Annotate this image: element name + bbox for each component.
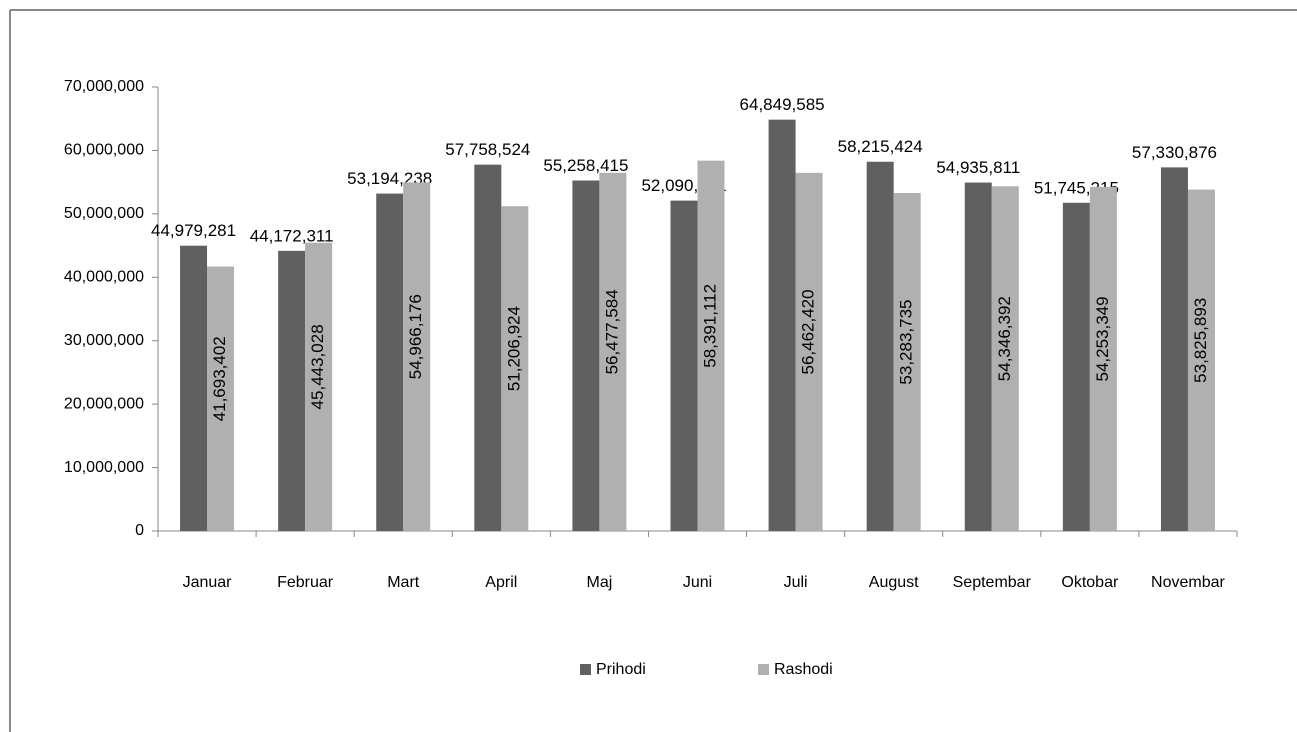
- y-tick-label: 70,000,000: [64, 78, 144, 95]
- y-tick-label: 0: [135, 522, 144, 539]
- y-tick-label: 10,000,000: [64, 459, 144, 476]
- y-tick-label: 40,000,000: [64, 269, 144, 286]
- bar: [180, 245, 208, 531]
- data-label: 57,758,524: [445, 140, 530, 159]
- legend-swatch: [758, 664, 769, 675]
- x-tick-label: August: [869, 574, 919, 591]
- data-label: 64,849,585: [740, 95, 825, 114]
- data-label: 44,172,311: [250, 226, 334, 245]
- bar: [376, 193, 404, 531]
- x-tick-label: Oktobar: [1061, 574, 1119, 591]
- y-tick-label: 20,000,000: [64, 395, 144, 412]
- x-tick-label: Mart: [387, 574, 420, 591]
- data-label: 54,346,392: [995, 296, 1014, 381]
- data-label: 41,693,402: [210, 336, 229, 421]
- data-label: 54,935,811: [936, 158, 1020, 177]
- bar: [1089, 186, 1117, 531]
- data-label: 58,215,424: [838, 137, 923, 156]
- data-label: 54,966,176: [406, 294, 425, 379]
- data-label: 55,258,415: [543, 156, 628, 175]
- x-tick-label: Septembar: [953, 574, 1032, 591]
- data-label: 45,443,028: [308, 324, 327, 409]
- bar: [893, 193, 921, 532]
- bar: [1160, 167, 1188, 531]
- x-tick-label: Novembar: [1151, 574, 1225, 591]
- bar: [670, 200, 698, 531]
- y-tick-label: 30,000,000: [64, 332, 144, 349]
- legend-label: Prihodi: [596, 661, 646, 678]
- bar: [795, 172, 823, 531]
- bar: [991, 186, 1019, 531]
- x-tick-label: April: [485, 574, 517, 591]
- x-tick-label: Februar: [277, 574, 334, 591]
- legend-swatch: [580, 664, 591, 675]
- x-tick-label: Januar: [183, 574, 233, 591]
- data-label: 58,391,112: [700, 284, 719, 368]
- bar: [1062, 202, 1090, 532]
- data-label: 51,206,924: [504, 306, 523, 391]
- bar: [501, 206, 529, 532]
- bar: [572, 180, 600, 531]
- data-label: 57,330,876: [1132, 143, 1217, 162]
- legend-label: Rashodi: [774, 661, 833, 678]
- bar: [1187, 189, 1215, 531]
- bar: [599, 172, 627, 531]
- data-label: 56,477,584: [602, 289, 621, 374]
- data-label: 54,253,349: [1093, 296, 1112, 381]
- y-tick-label: 50,000,000: [64, 205, 144, 222]
- bar: [278, 250, 306, 531]
- y-tick-label: 60,000,000: [64, 142, 144, 159]
- data-label: 53,283,735: [897, 299, 916, 384]
- data-label: 53,825,893: [1191, 298, 1210, 383]
- bar: [964, 182, 992, 532]
- bar: [207, 266, 235, 531]
- data-label: 56,462,420: [799, 289, 818, 374]
- x-tick-label: Maj: [587, 574, 613, 591]
- bar: [697, 160, 725, 531]
- x-tick-label: Juli: [784, 574, 808, 591]
- bar: [403, 182, 431, 531]
- bar: [474, 164, 502, 531]
- x-tick-label: Juni: [683, 574, 712, 591]
- bar: [768, 119, 796, 532]
- bar: [866, 161, 894, 532]
- bar: [305, 242, 333, 532]
- data-label: 44,979,281: [151, 221, 236, 240]
